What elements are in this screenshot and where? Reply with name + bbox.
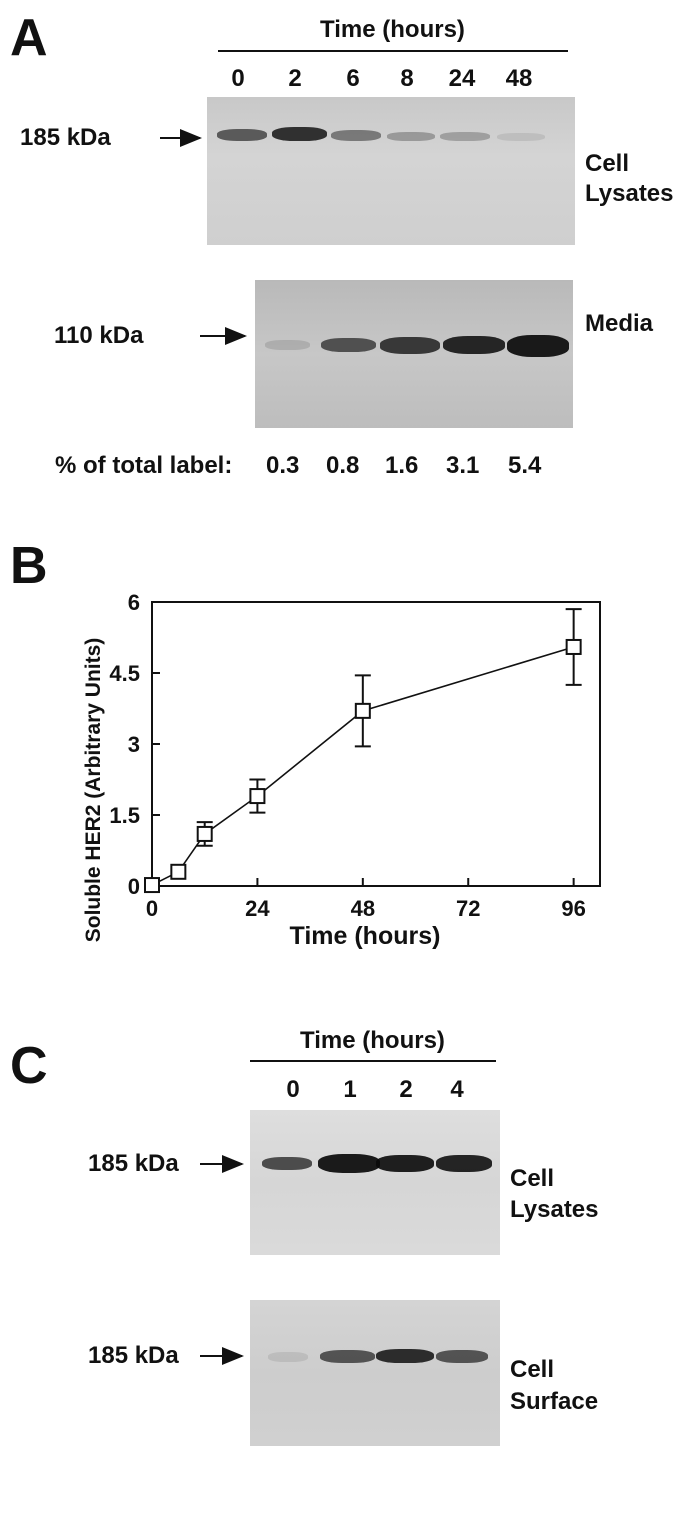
band [436,1155,492,1172]
data-point [249,788,266,805]
panel-a-pct-value: 3.1 [446,452,480,479]
panel-c-surface-label-1: Cell [510,1356,555,1383]
panel-a-time-header: Time (hours) [320,16,465,43]
panel-a-lysate-marker: 185 kDa [20,124,111,151]
panel-c-lane-label: 1 [343,1076,357,1103]
panel-a-lysate-label-2: Lysates [585,180,674,207]
x-tick-label: 96 [561,896,585,921]
panel-c-lysate-label-1: Cell [510,1165,555,1192]
y-tick-label: 0 [128,874,140,899]
band [497,133,545,141]
data-point [170,863,187,880]
data-point [565,638,582,655]
x-axis-title: Time (hours) [290,922,441,950]
y-tick-label: 6 [128,590,140,615]
band [387,132,435,141]
band [265,340,310,350]
panel-c-lysate-label-2: Lysates [510,1196,599,1223]
x-tick-label: 0 [146,896,158,921]
panel-a-lane-label: 24 [448,65,476,92]
panel-a-lysate-arrow [160,129,202,147]
panel-a-lysate-label-1: Cell [585,150,630,177]
panel-a-letter: A [10,9,48,67]
panel-a-pct-value: 0.3 [266,452,300,479]
panel-c-time-header: Time (hours) [300,1027,445,1054]
band [376,1155,434,1172]
panel-a-lysate-gel [207,97,575,245]
band [318,1154,380,1173]
panel-c-surface-label-2: Surface [510,1388,599,1415]
panel-a-pct-value: 0.8 [326,452,360,479]
panel-a-pct-value: 5.4 [508,452,542,479]
panel-c-surface-marker: 185 kDa [88,1342,179,1369]
x-tick-label: 48 [351,896,375,921]
panel-c-surface-arrow [200,1347,244,1365]
panel-a-time-rule [218,50,568,52]
panel-c-letter: C [10,1037,48,1095]
band [217,129,267,141]
panel-a-media-label: Media [585,310,654,337]
data-point [354,702,371,719]
band [507,335,569,357]
y-tick-label: 4.5 [109,661,140,686]
panel-a-pct-label: % of total label: [55,452,233,479]
y-axis-title: Soluble HER2 (Arbitrary Units) [82,638,105,943]
band [262,1157,312,1170]
x-tick-label: 24 [245,896,270,921]
panel-a-lane-label: 8 [400,65,414,92]
band [272,127,327,141]
band [321,338,376,352]
band [440,132,490,141]
panel-a-media-arrow [200,327,247,345]
band [380,337,440,354]
band [436,1350,488,1363]
panel-b-chart: 0 1.5 3 4.5 6 0 24 48 72 96 Time (hours) Soluble … [82,590,601,950]
panel-a-media-gel [255,280,573,428]
panel-c-surface-gel [250,1300,500,1446]
panel-a-media-marker: 110 kDa [54,322,144,349]
y-tick-label: 3 [128,732,140,757]
band [376,1349,434,1363]
y-tick-label: 1.5 [109,803,140,828]
panel-c-lysate-marker: 185 kDa [88,1150,179,1177]
plot-frame [151,601,601,887]
band [331,130,381,141]
x-tick-label: 72 [456,896,480,921]
panel-a-pct-value: 1.6 [385,452,419,479]
panel-a-lane-label: 0 [231,65,245,92]
panel-b-letter: B [10,537,48,595]
band [443,336,505,354]
panel-c-lysate-gel [250,1110,500,1255]
panel-a-lane-label: 2 [288,65,302,92]
panel-c-time-rule [250,1060,496,1062]
band [320,1350,375,1363]
data-point [196,825,213,842]
panel-c-lane-label: 0 [286,1076,300,1103]
panel-c-lane-label: 4 [450,1076,464,1103]
panel-a-lane-label: 6 [346,65,360,92]
panel-c-lane-label: 2 [399,1076,413,1103]
panel-a-lane-label: 48 [505,65,533,92]
data-point [144,877,160,894]
panel-c-lysate-arrow [200,1155,244,1173]
band [268,1352,308,1362]
